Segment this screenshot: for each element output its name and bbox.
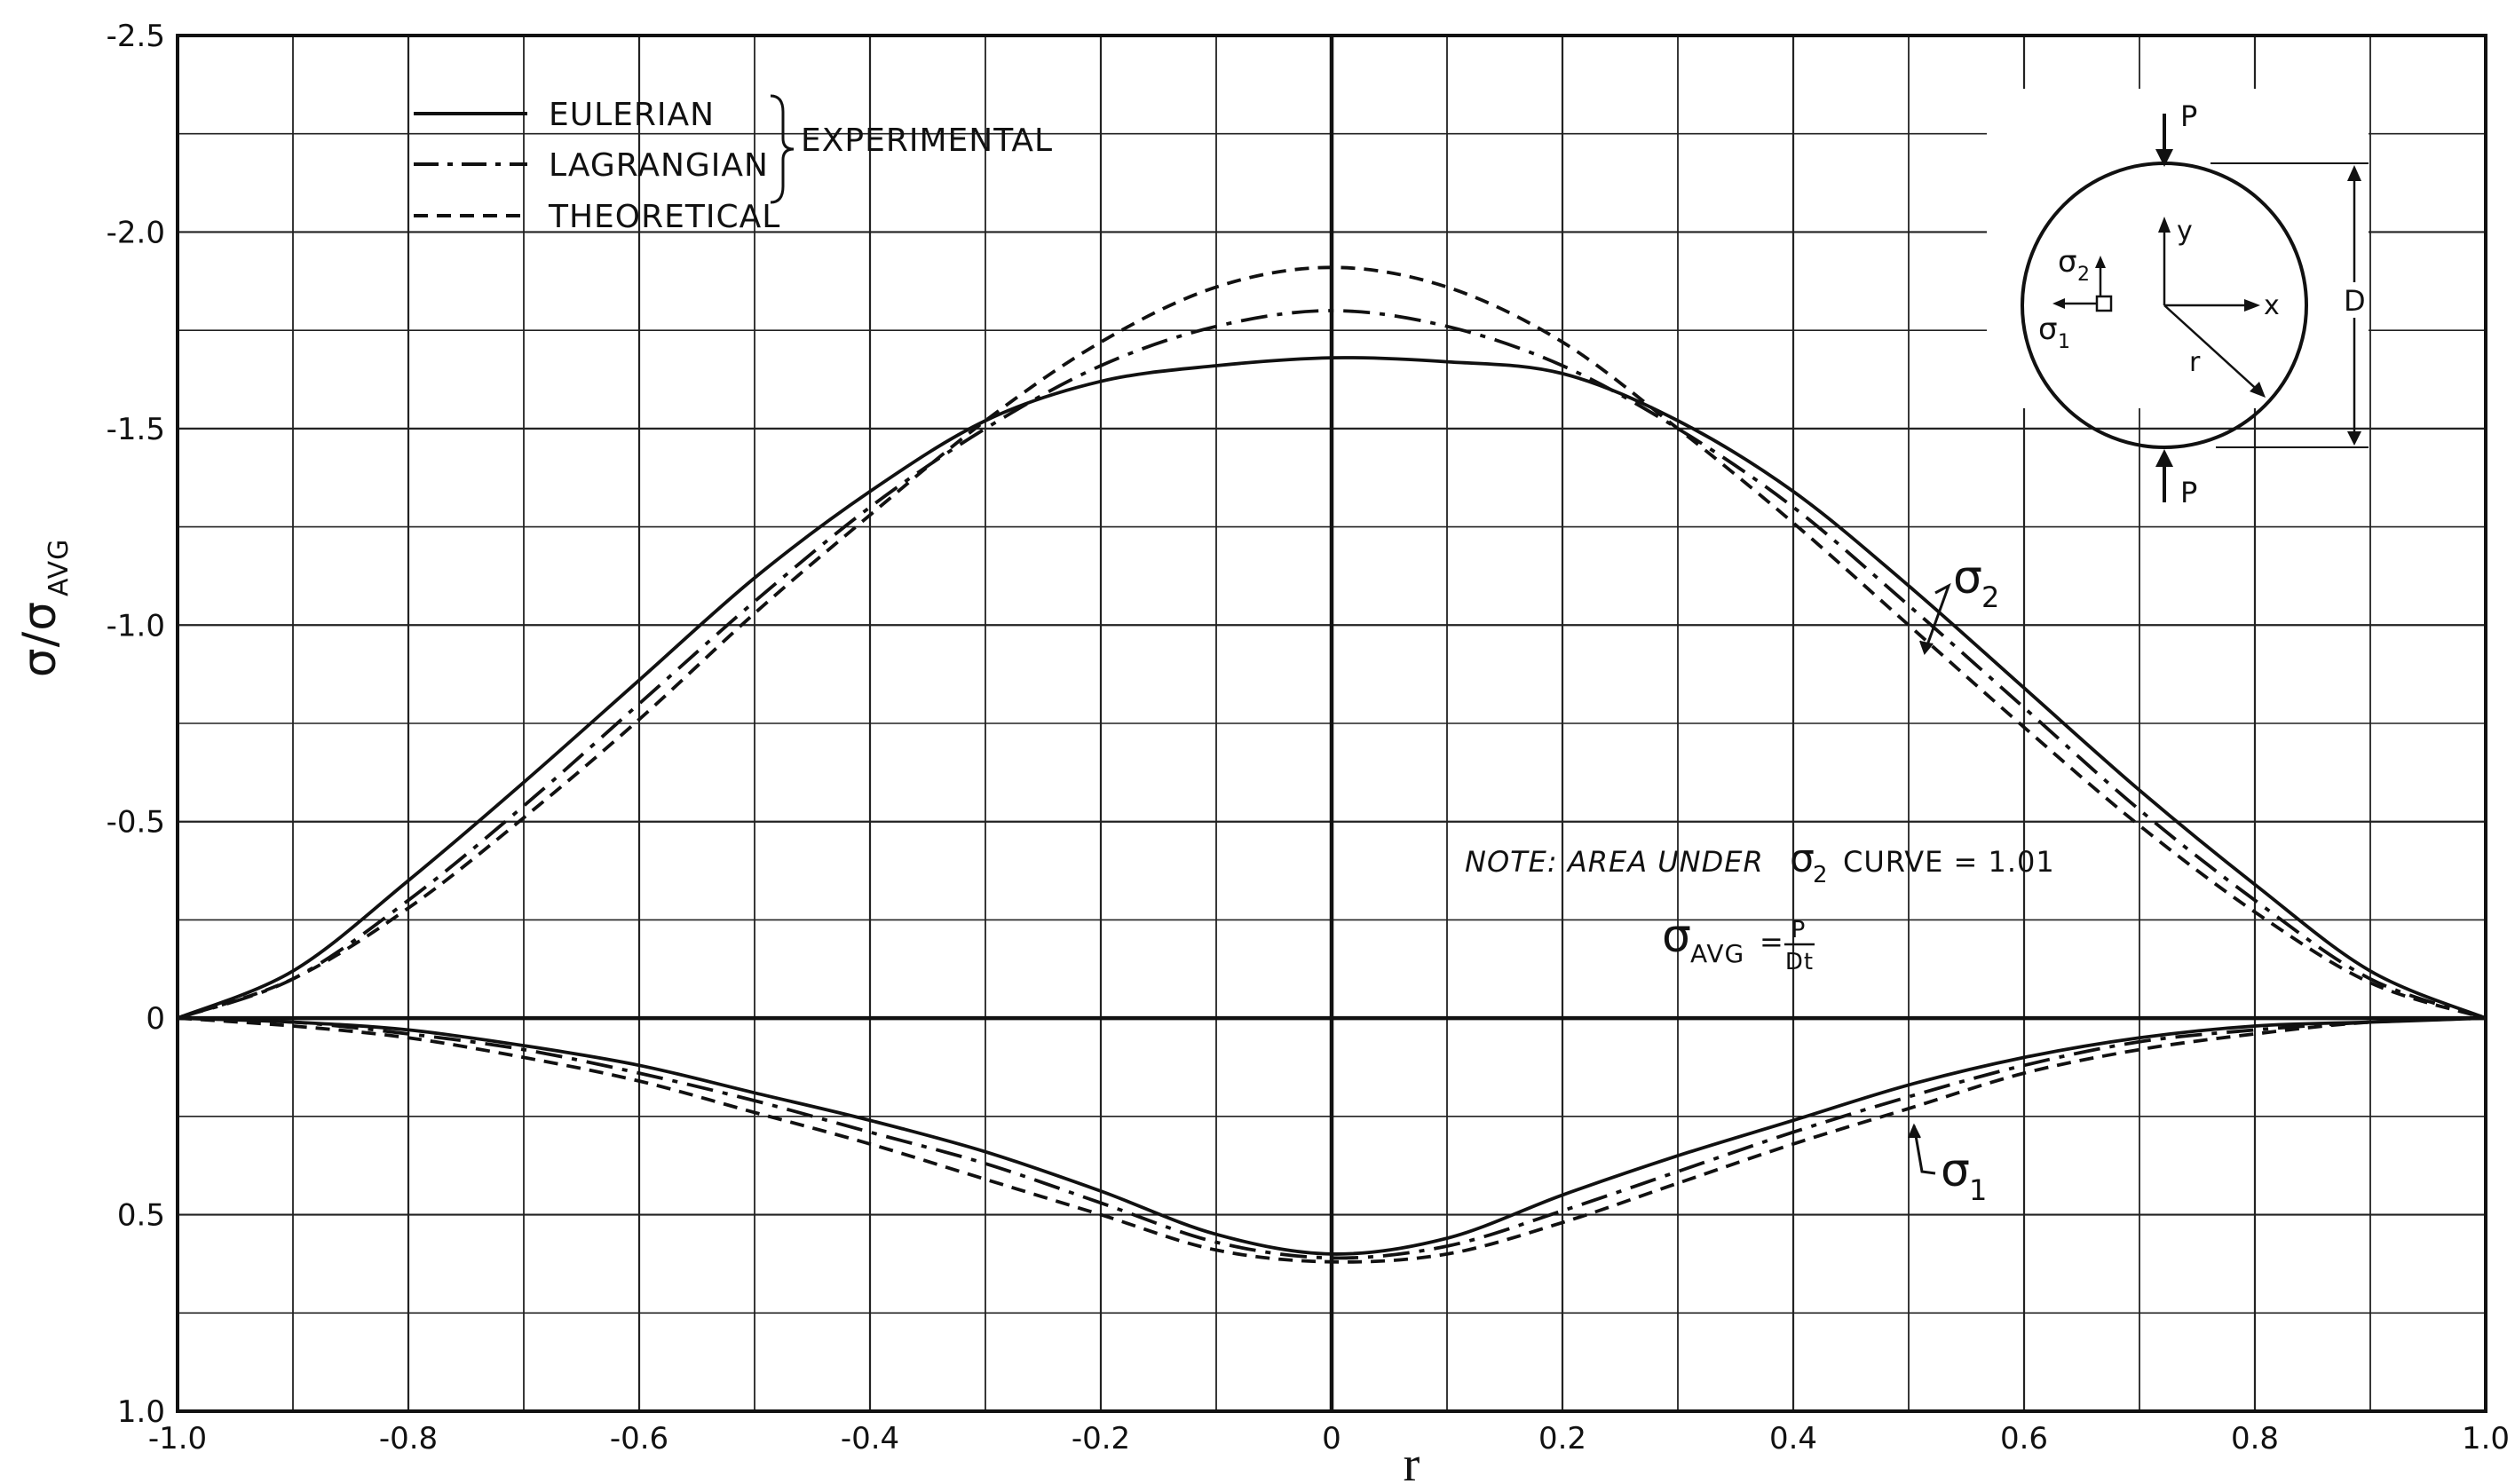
inset-dim-head-bottom [2347, 431, 2361, 446]
y-tick-label: -1.0 [107, 608, 165, 643]
formula-equals: = [1760, 925, 1784, 959]
sigma2-label-sub: 2 [1981, 580, 2000, 614]
formula-denominator: Dt [1785, 949, 1814, 975]
inset-x-axis-head [2244, 299, 2260, 312]
formula-numerator: P [1791, 917, 1807, 943]
inset-sigma1-label: σ [2038, 312, 2059, 347]
x-tick-label: -0.4 [841, 1421, 899, 1456]
sigma2-leader [1923, 582, 1951, 653]
legend-brace [770, 94, 795, 204]
y-axis-title: σ/σ AVG [13, 539, 75, 678]
legend: EULERIAN LAGRANGIAN THEORETICAL EXPERIME… [414, 94, 1053, 235]
y-tick-label: 0.5 [117, 1198, 165, 1234]
series-line-lagrangian-2 [177, 309, 2487, 1020]
note-curve-text: CURVE = 1.01 [1843, 845, 2055, 879]
series-layer [177, 265, 2487, 1264]
x-tick-label: 0.4 [1769, 1421, 1817, 1456]
inset-sigma1-sub: 1 [2058, 331, 2071, 353]
inset-sigma2-head [2095, 256, 2106, 268]
note-text: NOTE: AREA UNDER [1465, 845, 1764, 879]
sigma1-label-sub: 1 [1969, 1173, 1988, 1207]
sigma1-leader [1912, 1125, 1936, 1175]
series-line-theoretical-1 [177, 1016, 2487, 1264]
inset-radius-label: r [2189, 347, 2201, 378]
inset-radius-head [2250, 382, 2266, 398]
note: NOTE: AREA UNDER σ 2 CURVE = 1.01 σ AVG … [1465, 836, 2055, 975]
axes [176, 34, 2487, 1413]
x-tick-label: 0.2 [1538, 1421, 1586, 1456]
inset-dim-label: D [2344, 284, 2367, 318]
x-tick-label: 1.0 [2462, 1421, 2510, 1456]
sigma2-label: σ [1953, 551, 1983, 604]
inset-sigma2-sub: 2 [2077, 264, 2091, 286]
inset-load-top-head [2155, 149, 2173, 167]
inset-x-label: x [2264, 290, 2281, 321]
x-axis-title: r [1404, 1437, 1420, 1484]
x-tick-label: 0.6 [2000, 1421, 2048, 1456]
legend-label-eulerian: EULERIAN [549, 97, 715, 133]
y-tick-label: 0 [146, 1001, 165, 1037]
y-tick-label: -0.5 [107, 805, 165, 841]
y-tick-label: 1.0 [117, 1394, 165, 1430]
inset-sigma2-label: σ [2058, 244, 2078, 280]
sigma2-arrowhead [1919, 640, 1934, 656]
series-line-theoretical-2 [177, 265, 2487, 1020]
formula-sigma: σ [1662, 910, 1692, 963]
inset-load-bottom-head [2155, 449, 2173, 467]
formula-sigma-sub: AVG [1690, 939, 1744, 968]
inset-disk-diagram: P P D x y r σ 1 σ 2 [1987, 89, 2369, 509]
legend-label-lagrangian: LAGRANGIAN [549, 147, 769, 184]
y-axis-title-sub: AVG [43, 539, 75, 596]
x-tick-label: 0 [1322, 1421, 1341, 1456]
note-sigma: σ [1790, 836, 1815, 881]
inset-radius-line [2163, 304, 2263, 395]
inset-sigma1-head [2052, 298, 2065, 309]
inset-y-label: y [2177, 216, 2194, 247]
x-tick-label: -0.8 [379, 1421, 438, 1456]
y-tick-label: -1.5 [107, 412, 165, 447]
sigma2-curve-label: σ 2 [1919, 551, 2000, 656]
inset-load-bottom-label: P [2180, 476, 2198, 509]
note-sigma-sub: 2 [1813, 862, 1829, 888]
inset-dim-label-bg [2340, 282, 2369, 318]
y-axis-title-main: σ/σ [13, 601, 67, 677]
y-tick-label: -2.0 [107, 215, 165, 250]
series-line-lagrangian-1 [177, 1016, 2487, 1260]
x-tick-label: -0.2 [1072, 1421, 1130, 1456]
sigma1-arrowhead [1908, 1123, 1921, 1139]
sigma1-label: σ [1941, 1144, 1971, 1197]
tick-labels: -1.0 -0.8 -0.6 -0.4 -0.2 0 0.2 0.4 0.6 0.8 1.0 -2.5… [107, 19, 2510, 1456]
legend-group-label: EXPERIMENTAL [801, 122, 1053, 159]
x-tick-label: -1.0 [148, 1421, 207, 1456]
inset-y-axis-head [2158, 217, 2171, 233]
series-line-eulerian-1 [177, 1016, 2487, 1256]
x-tick-label: 0.8 [2231, 1421, 2279, 1456]
legend-label-theoretical: THEORETICAL [548, 199, 780, 235]
series-line-eulerian-2 [177, 356, 2487, 1020]
x-tick-label: -0.6 [610, 1421, 668, 1456]
sigma1-curve-label: σ 1 [1908, 1123, 1988, 1207]
y-tick-label: -2.5 [107, 19, 165, 54]
inset-dim-head-top [2347, 165, 2361, 181]
inset-background [1987, 89, 2369, 408]
inset-load-top-label: P [2180, 99, 2198, 133]
